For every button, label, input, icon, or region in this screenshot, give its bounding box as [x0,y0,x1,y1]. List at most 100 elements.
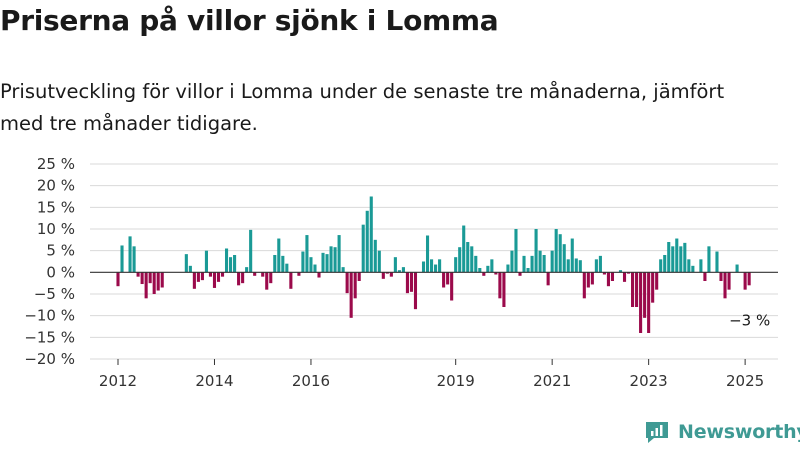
bar [341,267,345,273]
brand-logo: Newsworthy [644,418,800,446]
bar [554,229,558,273]
bar [289,272,293,289]
bar [558,234,562,273]
bar [735,264,739,273]
bar [639,272,643,333]
bar [542,255,546,273]
x-tick-label: 2019 [437,372,475,390]
bar [224,248,229,273]
y-tick-label: −15 % [24,328,75,346]
bar [229,257,233,273]
bar [699,259,703,273]
y-tick-label: −10 % [24,307,75,325]
bar [281,255,285,273]
bar [249,229,253,273]
y-tick-label: 25 % [37,155,75,173]
bar [590,272,594,285]
y-tick-label: −20 % [24,350,75,368]
bar [643,272,647,318]
bar [578,260,582,273]
bar-chart: 25 % 20 % 15 % 10 % 5 % 0 % −5 % −10 % −15 % −20 … [24,155,778,390]
chart-subtitle-line-1: Prisutveckling för villor i Lomma under … [0,80,725,103]
bar [550,250,554,273]
bar [261,272,265,277]
bar [353,272,357,299]
bar [631,272,635,307]
bar [212,272,217,288]
bar [309,257,313,273]
bar [345,272,349,294]
bar [458,247,462,273]
bar [357,272,361,281]
bar [486,265,490,273]
bar [510,250,514,273]
bar [321,252,325,273]
bar [413,272,418,310]
bar [618,270,623,273]
bar [651,272,655,303]
bar [152,272,156,294]
bar [482,272,486,276]
bar [655,272,659,290]
bar [586,272,590,288]
bar [361,224,365,273]
brand-name: Newsworthy [678,421,800,443]
bar [606,272,610,287]
bar [562,244,566,273]
bar [369,196,373,273]
bar [233,255,237,273]
bar [188,265,192,273]
bar [389,272,393,277]
bar [421,261,426,273]
bar [120,245,124,273]
bar [349,272,353,318]
bar [184,254,188,273]
bar [192,272,196,289]
bar [409,272,414,292]
x-axis: 2012 2014 2016 2019 2021 2023 2025 [90,271,778,390]
bar [526,268,530,273]
bar [594,259,598,273]
bar [574,258,578,273]
bar [522,255,526,273]
bar [317,272,321,278]
bar [333,247,337,273]
bar [675,238,679,273]
bar [128,236,132,273]
bar [253,272,257,276]
bar [683,242,687,273]
annotation-label: −3 % [729,311,770,329]
bar [144,272,148,299]
newsworthy-logo-icon [646,422,668,443]
x-tick-label: 2016 [292,372,330,390]
x-tick-label: 2023 [630,372,668,390]
y-tick-label: 0 % [46,263,75,281]
bar [719,272,723,281]
bar [723,272,727,299]
bar [393,257,397,273]
chart-subtitle-line-2: med tre månader tidigare. [0,112,258,135]
x-tick-label: 2012 [99,372,137,390]
y-tick-label: 5 % [46,242,75,260]
bar [381,272,385,279]
bar [196,272,200,282]
x-tick-label: 2021 [533,372,571,390]
chart-title: Priserna på villor sjönk i Lomma [0,4,499,37]
bar [273,255,277,273]
bar [385,272,389,274]
bar [498,272,502,299]
bar [285,263,289,273]
bar [377,250,381,273]
bar [647,272,651,333]
bar [208,272,213,277]
bar [626,272,631,274]
bar [269,272,273,284]
bar [514,229,518,273]
bar [373,239,377,273]
bar [570,238,574,273]
bar [434,264,438,273]
bar [160,272,164,288]
y-tick-label: 10 % [37,220,75,238]
bar [430,259,434,273]
x-tick-label: 2025 [726,372,764,390]
